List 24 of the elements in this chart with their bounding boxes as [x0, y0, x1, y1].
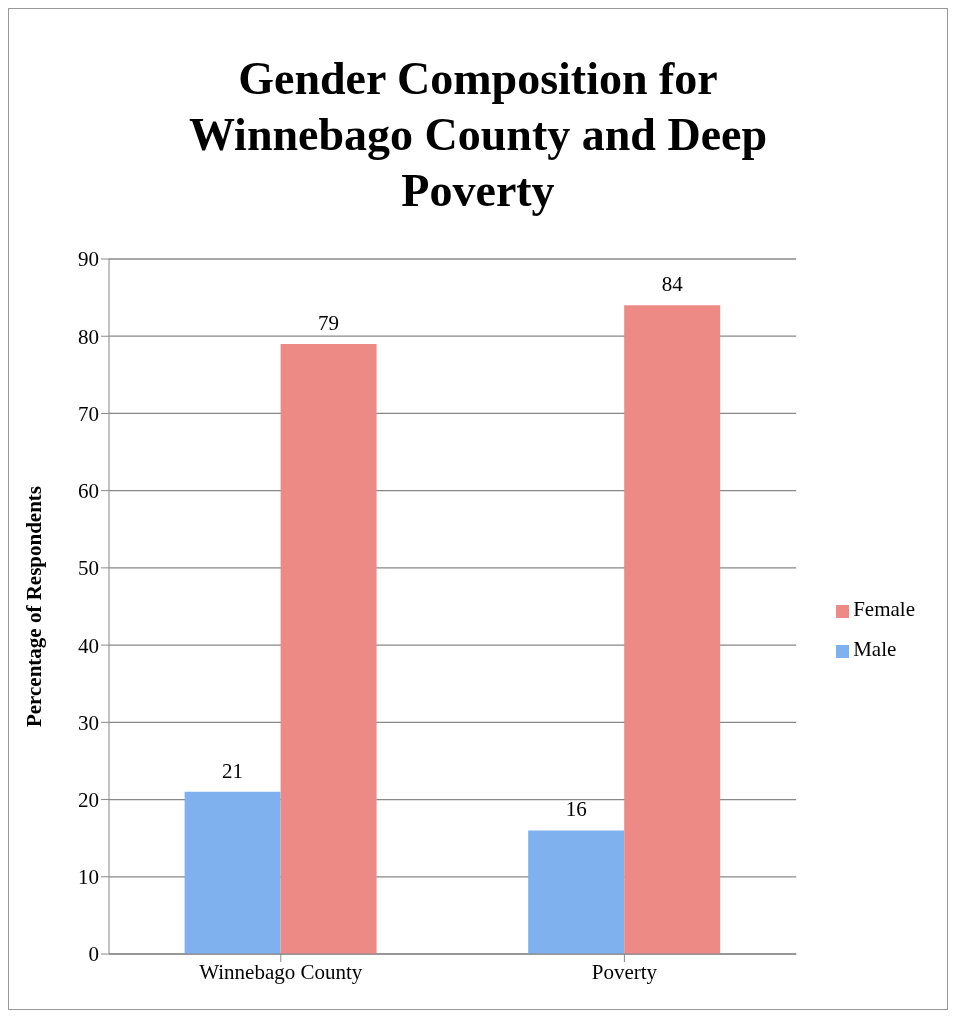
data-label: 84 — [661, 272, 684, 297]
data-label: 21 — [222, 758, 244, 783]
data-label: 79 — [318, 310, 340, 335]
data-label: 16 — [565, 797, 587, 822]
y-tick-label: 0 — [88, 942, 99, 967]
bar — [184, 791, 281, 954]
bar — [528, 830, 625, 954]
bar — [624, 305, 721, 954]
y-tick-label: 40 — [78, 633, 99, 658]
y-tick-label: 50 — [78, 556, 99, 581]
x-tick-label: Winnebago County — [199, 959, 363, 984]
legend-label: Female — [853, 597, 915, 621]
legend-label: Male — [853, 637, 897, 661]
y-tick-label: 60 — [78, 479, 99, 504]
bar — [280, 343, 377, 954]
y-tick-label: 10 — [78, 865, 99, 890]
x-tick-label: Poverty — [591, 959, 658, 984]
y-tick-label: 80 — [78, 324, 99, 349]
y-tick-label: 30 — [78, 710, 99, 735]
y-axis-title: Percentage of Respondents — [22, 485, 47, 728]
y-tick-label: 70 — [78, 401, 99, 426]
y-tick-label: 20 — [78, 788, 99, 813]
y-tick-label: 90 — [78, 247, 99, 272]
chart-title: Gender Composition for Winnebago County and Deep Poverty — [187, 52, 769, 218]
